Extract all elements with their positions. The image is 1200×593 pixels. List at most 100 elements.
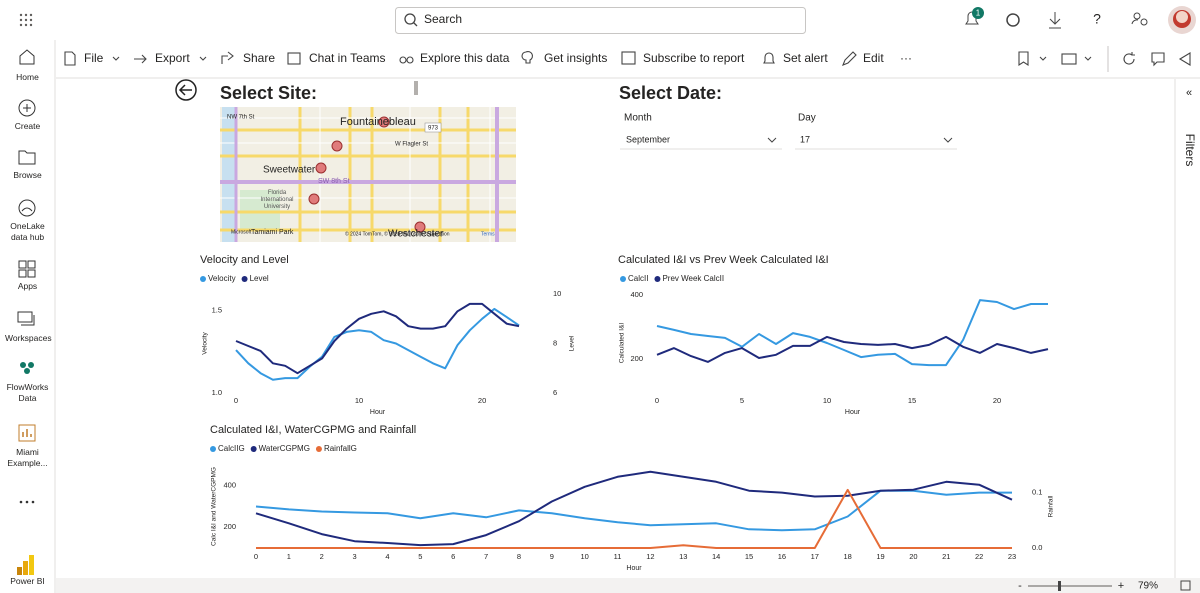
legend-label[interactable]: Velocity xyxy=(208,274,236,283)
legend-label[interactable]: Level xyxy=(250,274,269,283)
x-tick-label: 0 xyxy=(254,552,258,561)
map-label: Sweetwater xyxy=(263,165,316,176)
series-line xyxy=(656,299,1048,367)
fit-page[interactable] xyxy=(1180,580,1191,591)
toolbar-button[interactable]: Chat in Teams xyxy=(309,51,385,65)
search-icon xyxy=(404,13,416,25)
x-tick-label: 20 xyxy=(478,396,486,405)
x-tick-label: 4 xyxy=(385,552,389,561)
x-tick-label: 13 xyxy=(679,552,687,561)
legend-label[interactable]: Prev Week CalcII xyxy=(662,274,724,283)
x-tick-label: 8 xyxy=(517,552,521,561)
y2-tick-label: 0.0 xyxy=(1032,543,1042,552)
map-label: Tamiami Park xyxy=(251,229,294,236)
search-box[interactable] xyxy=(395,7,806,34)
nav-item[interactable]: Apps xyxy=(17,281,38,291)
series-line xyxy=(256,488,1012,549)
browse-icon[interactable] xyxy=(18,150,36,165)
back-button[interactable] xyxy=(175,79,197,101)
x-tick-label: 20 xyxy=(909,552,917,561)
map-label: 973 xyxy=(428,126,439,132)
x-tick-label: 11 xyxy=(614,552,622,561)
nav-item[interactable]: OneLake data hub xyxy=(10,221,45,242)
x-tick-label: 10 xyxy=(823,396,831,405)
map-label: Florida International University xyxy=(260,190,294,210)
map-terms[interactable]: Terms xyxy=(481,231,495,237)
nav-item[interactable]: Power BI xyxy=(10,576,45,586)
toolbar-button[interactable]: Share xyxy=(243,51,275,65)
powerbi-logo xyxy=(17,555,34,575)
help-icon[interactable]: ? xyxy=(1093,11,1101,27)
date-title: Select Date: xyxy=(619,83,722,103)
series-line xyxy=(235,307,520,381)
legend-label[interactable]: CalcII xyxy=(628,274,648,283)
toolbar-button[interactable]: Export xyxy=(155,51,190,65)
map[interactable] xyxy=(220,107,516,242)
badge-count: 1 xyxy=(976,9,981,18)
slicer-value[interactable]: September xyxy=(626,134,670,144)
slicer-value[interactable]: 17 xyxy=(800,134,810,144)
x-tick-label: 7 xyxy=(484,552,488,561)
zoom-in[interactable]: + xyxy=(1118,580,1124,592)
map-label: NW 7th St xyxy=(227,115,255,121)
zoom-out[interactable]: - xyxy=(1018,580,1022,592)
onelake-icon[interactable] xyxy=(18,199,36,217)
toolbar-button[interactable]: Subscribe to report xyxy=(643,51,745,65)
x-tick-label: 5 xyxy=(740,396,744,405)
toolbar-button[interactable]: File xyxy=(84,51,104,65)
x-tick-label: 1 xyxy=(287,552,291,561)
y-tick-label: 200 xyxy=(630,354,643,363)
legend-label[interactable]: CalcIIG xyxy=(218,444,245,453)
y-tick-label: 1.5 xyxy=(212,305,222,314)
nav-item[interactable]: Browse xyxy=(13,170,42,180)
nav-item[interactable]: Miami Example... xyxy=(7,447,48,468)
toolbar-button[interactable]: Set alert xyxy=(783,51,828,65)
x-tick-label: 2 xyxy=(320,552,324,561)
x-tick-label: 10 xyxy=(355,396,363,405)
report-icon[interactable] xyxy=(18,424,36,442)
share-people-icon[interactable] xyxy=(1131,12,1148,26)
home-icon[interactable] xyxy=(19,49,35,65)
legend-label[interactable]: WaterCGPMG xyxy=(259,444,310,453)
x-axis-label: Hour xyxy=(845,409,861,416)
toolbar-button[interactable]: Explore this data xyxy=(420,51,510,65)
toolbar xyxy=(56,40,1200,78)
apps-icon[interactable] xyxy=(18,260,36,278)
dropdown-chevron[interactable] xyxy=(943,137,953,143)
filters-collapse[interactable]: « xyxy=(1186,87,1192,99)
nav-item[interactable]: FlowWorks Data xyxy=(6,382,49,403)
create-icon[interactable] xyxy=(18,99,36,117)
more-icon[interactable] xyxy=(19,500,35,504)
nav-item[interactable]: Home xyxy=(16,72,39,82)
settings-icon[interactable] xyxy=(1006,13,1020,27)
chart-title: Calculated I&I vs Prev Week Calculated I… xyxy=(618,254,829,266)
toolbar-button[interactable]: Get insights xyxy=(544,51,607,65)
nav-item[interactable]: Workspaces xyxy=(5,333,52,343)
y2-axis-label: Rainfall xyxy=(1048,495,1055,517)
chart-title: Velocity and Level xyxy=(200,254,289,266)
map-logo: Microsoft xyxy=(231,229,252,235)
nav-item[interactable]: Create xyxy=(14,121,41,131)
toolbar-button[interactable]: ··· xyxy=(900,51,912,65)
x-tick-label: 19 xyxy=(876,552,884,561)
legend-marker xyxy=(654,276,661,282)
download-icon[interactable] xyxy=(1049,12,1061,29)
site-title: Select Site: xyxy=(220,83,317,103)
dropdown-chevron[interactable] xyxy=(767,137,777,143)
x-tick-label: 23 xyxy=(1008,552,1016,561)
map-label: W Flagler St xyxy=(395,142,428,148)
x-tick-label: 20 xyxy=(993,396,1001,405)
status-bar xyxy=(56,578,1200,593)
filters-label[interactable]: Filters xyxy=(1183,134,1197,167)
zoom-level: 79% xyxy=(1138,581,1158,592)
flowworks-icon[interactable] xyxy=(20,362,34,374)
app-launcher[interactable] xyxy=(19,13,33,27)
toolbar-button[interactable]: Edit xyxy=(863,51,884,65)
x-tick-label: 22 xyxy=(975,552,983,561)
workspaces-icon[interactable] xyxy=(17,311,35,326)
map-label: Westchester xyxy=(388,229,444,240)
y-tick-label: 200 xyxy=(223,522,236,531)
legend-marker xyxy=(620,276,626,282)
legend-label[interactable]: RainfallG xyxy=(324,444,357,453)
